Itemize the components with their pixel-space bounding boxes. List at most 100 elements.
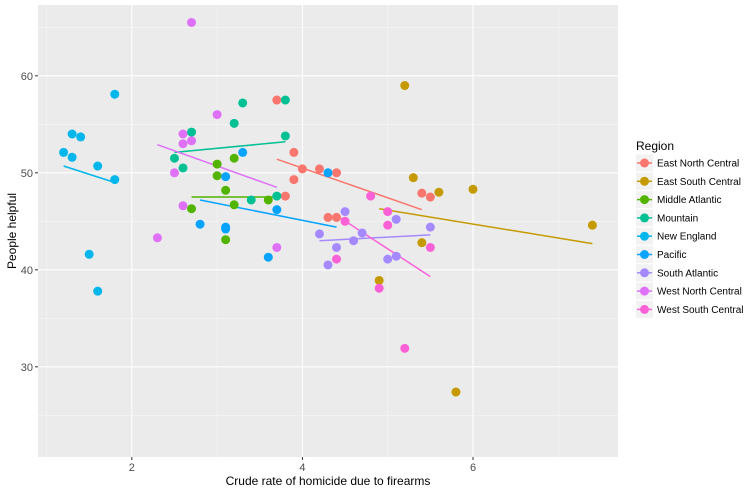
data-point [383,254,393,264]
data-point [383,220,393,230]
data-point [408,173,418,183]
data-point [314,164,324,174]
legend-key-dot [640,231,649,241]
data-point [332,212,342,222]
legend-key-dot [640,286,649,296]
data-point [289,175,299,185]
data-point [349,236,359,246]
data-point [178,139,188,149]
data-point [425,192,435,202]
legend-items: East North Central East South Central Midd… [636,154,744,318]
data-point [366,191,376,201]
data-point [110,89,120,99]
data-point [280,191,290,201]
data-point [84,249,94,259]
data-points [59,17,597,397]
y-tick-label: 60 [21,71,33,83]
legend-label: South Atlantic [657,268,718,279]
y-axis-ticks: 30 40 50 60 [21,71,38,374]
x-tick-label: 6 [470,462,476,474]
legend-label: East North Central [657,159,739,170]
data-point [187,204,197,214]
legend-title: Region [636,139,674,153]
trend-line [379,207,593,245]
data-point [178,201,188,211]
data-point [178,163,188,173]
data-point [246,195,256,205]
y-tick-label: 40 [21,265,33,277]
data-point [400,81,410,91]
data-point [169,153,179,163]
data-point [272,242,282,252]
data-point [221,185,231,195]
legend: Region East North Central East South Cent… [636,139,744,318]
x-axis-ticks: 2 4 6 [129,457,476,474]
plot-panel [38,5,618,457]
data-point [93,161,103,171]
data-point [425,222,435,232]
data-point [110,175,120,185]
data-point [357,228,367,238]
data-point [221,224,231,234]
data-point [280,131,290,141]
y-tick-label: 50 [21,168,33,180]
legend-label: East South Central [657,177,741,188]
trend-line [199,199,337,228]
trend-line [336,214,431,278]
data-point [374,283,384,293]
data-point [340,216,350,226]
data-point [332,168,342,178]
data-point [383,207,393,217]
data-point [238,147,248,157]
data-point [93,286,103,296]
data-point [332,254,342,264]
x-tick-label: 2 [129,462,135,474]
data-point [229,200,239,210]
legend-label: New England [657,232,716,243]
data-point [212,110,222,120]
legend-label: Pacific [657,250,686,261]
major-gridlines [38,5,618,457]
y-tick-label: 30 [21,362,33,374]
data-point [417,238,427,248]
data-point [238,98,248,108]
legend-key-dot [640,158,649,168]
legend-label: West North Central [657,287,742,298]
legend-key-dot [640,268,649,278]
x-axis-title: Crude rate of homicide due to firearms [226,474,431,488]
data-point [272,205,282,215]
data-point [289,147,299,157]
legend-label: Middle Atlantic [657,195,721,206]
data-point [323,168,333,178]
data-point [212,171,222,181]
data-point [169,168,179,178]
trend-line [63,165,115,184]
data-point [332,242,342,252]
data-point [229,118,239,128]
legend-key-dot [640,176,649,186]
legend-label: West South Central [657,305,744,316]
trend-line [319,234,431,242]
data-point [417,188,427,198]
trend-line [174,141,286,154]
x-tick-label: 4 [299,462,305,474]
y-axis-title: People helpful [5,193,19,269]
data-point [314,229,324,239]
data-point [340,207,350,217]
data-point [391,251,401,261]
data-point [374,275,384,285]
data-point [468,184,478,194]
data-point [263,252,273,262]
data-point [221,235,231,245]
data-point [67,129,77,139]
data-point [152,233,162,243]
data-point [587,220,597,230]
legend-key-dot [640,250,649,259]
data-point [187,17,197,27]
legend-label: Mountain [657,213,698,224]
minor-gridlines [38,5,618,457]
data-point [425,242,435,252]
data-point [221,172,231,182]
data-point [272,95,282,105]
